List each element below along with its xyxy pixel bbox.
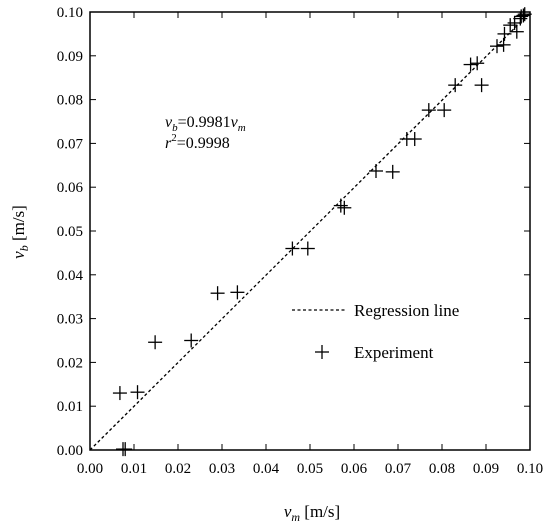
legend-regression-label: Regression line — [354, 301, 459, 320]
data-point — [112, 386, 127, 401]
x-tick-labels: 0.00 0.01 0.02 0.03 0.04 0.05 0.06 0.07 0.08 0.09… — [77, 461, 543, 477]
data-point — [474, 78, 489, 93]
data-point — [516, 8, 531, 23]
data-point — [448, 78, 463, 93]
data-point — [517, 7, 532, 22]
y-tick-label: 0.03 — [57, 312, 83, 328]
y-tick-label: 0.07 — [57, 136, 84, 152]
data-point — [421, 103, 436, 118]
r-squared-label: r2=0.9998 — [165, 132, 230, 152]
data-point — [285, 241, 300, 256]
x-tick-label: 0.00 — [77, 461, 103, 477]
data-point — [385, 164, 400, 179]
data-point — [497, 26, 512, 41]
y-tick-label: 0.10 — [57, 5, 83, 21]
regression-line — [89, 12, 531, 451]
data-point — [148, 335, 163, 350]
data-point — [514, 9, 529, 24]
x-tick-label: 0.10 — [517, 461, 543, 477]
y-tick-label: 0.04 — [57, 268, 84, 284]
data-point — [369, 163, 383, 178]
data-point — [333, 198, 348, 213]
legend: Regression line Experiment — [292, 301, 459, 362]
x-tick-label: 0.05 — [297, 461, 323, 477]
x-tick-label: 0.07 — [385, 461, 412, 477]
y-axis-label: vb [m/s] — [9, 205, 31, 259]
y-tick-label: 0.09 — [57, 49, 83, 65]
axis-ticks — [89, 11, 531, 451]
data-point — [470, 56, 485, 71]
x-tick-label: 0.01 — [121, 461, 147, 477]
y-tick-label: 0.05 — [57, 224, 83, 240]
data-point — [496, 37, 511, 52]
data-point — [337, 200, 352, 215]
x-tick-label: 0.08 — [429, 461, 455, 477]
x-tick-label: 0.02 — [165, 461, 191, 477]
x-axis-label: vm [m/s] — [284, 502, 340, 524]
x-tick-label: 0.06 — [341, 461, 368, 477]
data-point — [184, 333, 199, 348]
data-point — [509, 24, 524, 39]
y-tick-labels: 0.00 0.01 0.02 0.03 0.04 0.05 0.06 0.07 0.08 0.09… — [57, 5, 84, 459]
data-point — [118, 442, 133, 457]
x-tick-label: 0.04 — [253, 461, 280, 477]
data-point — [437, 103, 452, 118]
data-point — [407, 132, 422, 147]
y-tick-label: 0.06 — [57, 180, 84, 196]
data-point — [130, 385, 145, 400]
y-tick-label: 0.01 — [57, 399, 83, 415]
legend-experiment-marker — [315, 345, 329, 359]
data-point — [300, 241, 315, 256]
x-tick-label: 0.09 — [473, 461, 499, 477]
legend-experiment-label: Experiment — [354, 343, 434, 362]
data-point — [490, 39, 504, 54]
data-point — [230, 285, 245, 300]
y-tick-label: 0.08 — [57, 93, 83, 109]
y-tick-label: 0.00 — [57, 443, 83, 459]
regression-equation: vb=0.9981vm — [165, 114, 246, 134]
data-point — [463, 57, 478, 72]
y-tick-label: 0.02 — [57, 355, 83, 371]
experiment-points — [112, 7, 532, 457]
x-tick-label: 0.03 — [209, 461, 235, 477]
data-point — [210, 286, 225, 301]
